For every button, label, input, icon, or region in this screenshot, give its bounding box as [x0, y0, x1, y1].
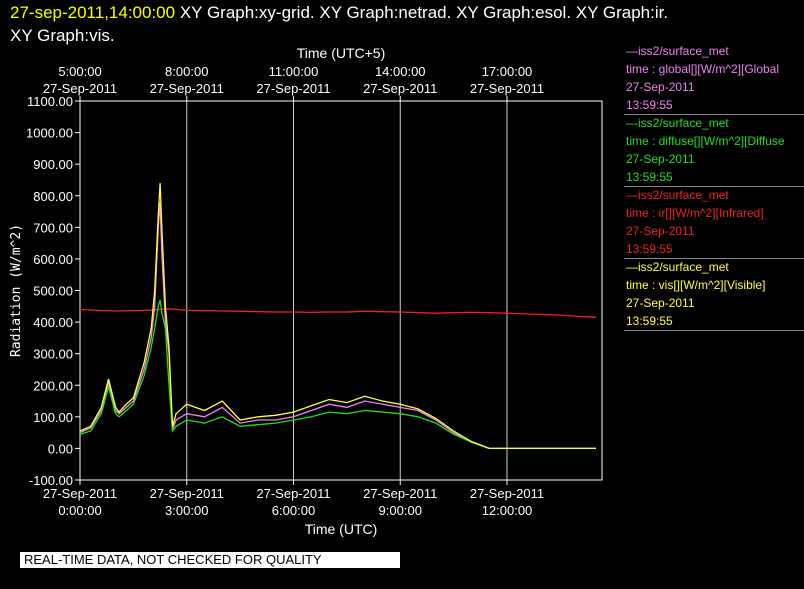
legend-field: time : global[][W/m^2][Global: [626, 62, 780, 76]
x-tick-date: 27-Sep-2011: [150, 486, 224, 501]
legend-separator: [624, 114, 804, 115]
x2-tick-time: 11:00:00: [269, 64, 319, 79]
legend-field: time : vis[][W/m^2][Visible]: [626, 278, 766, 292]
timestamp: 27-sep-2011,14:00:00: [10, 3, 176, 22]
x-tick-time: 9:00:00: [379, 503, 422, 518]
legend-time: 13:59:55: [626, 242, 673, 256]
x2-tick-time: 5:00:00: [58, 64, 101, 79]
legend-date: 27-Sep-2011: [626, 224, 695, 238]
plot-frame: [79, 100, 603, 481]
y-tick-label: 0.00: [48, 441, 73, 456]
graph-title-line-2: XY Graph:vis.: [10, 26, 115, 46]
x-tick-date: 27-Sep-2011: [470, 486, 544, 501]
y-tick-label: 800.00: [33, 189, 73, 204]
legend-date: 27-Sep-2011: [626, 296, 695, 310]
y-tick-label: 1100.00: [27, 94, 73, 109]
legend-time: 13:59:55: [626, 98, 673, 112]
legend-time: 13:59:55: [626, 170, 673, 184]
y-tick-label: 100.00: [33, 410, 73, 425]
y-tick-label: -100.00: [29, 473, 73, 488]
legend-separator: [624, 330, 804, 331]
x-tick-date: 27-Sep-2011: [363, 486, 437, 501]
legend-date: 27-Sep-2011: [626, 80, 695, 94]
legend-field: time : diffuse[][W/m^2][Diffuse: [626, 134, 785, 148]
y-tick-label: 200.00: [33, 378, 73, 393]
x-tick-time: 3:00:00: [165, 503, 208, 518]
x2-axis-label: Time (UTC+5): [297, 45, 386, 61]
quality-banner: REAL-TIME DATA, NOT CHECKED FOR QUALITY: [20, 552, 400, 568]
x-tick-time: 12:00:00: [482, 503, 533, 518]
legend-station: —iss2/surface_met: [626, 44, 729, 58]
y-tick-label: 400.00: [33, 315, 73, 330]
legend-time: 13:59:55: [626, 314, 673, 328]
x2-tick-time: 14:00:00: [375, 64, 426, 79]
x2-tick-date: 27-Sep-2011: [256, 81, 330, 96]
x-tick-time: 0:00:00: [58, 503, 101, 518]
graph-list-2: XY Graph:vis.: [10, 26, 115, 45]
legend-field: time : ir[][W/m^2][Infrared]: [626, 206, 764, 220]
legend-separator: [624, 186, 804, 187]
x-axis-label: Time (UTC): [305, 521, 378, 537]
y-tick-label: 500.00: [33, 284, 73, 299]
legend-station: —iss2/surface_met: [626, 188, 729, 202]
legend-station: —iss2/surface_met: [626, 116, 729, 130]
y-tick-label: 1000.00: [26, 126, 73, 141]
y-tick-label: 900.00: [33, 157, 73, 172]
x2-tick-date: 27-Sep-2011: [43, 81, 117, 96]
legend-date: 27-Sep-2011: [626, 152, 695, 166]
x2-tick-time: 17:00:00: [482, 64, 533, 79]
legend-station: —iss2/surface_met: [626, 260, 729, 274]
legend-separator: [624, 258, 804, 259]
graph-list: XY Graph:xy-grid. XY Graph:netrad. XY Gr…: [179, 3, 669, 22]
x2-tick-date: 27-Sep-2011: [150, 81, 224, 96]
series-line-diffuse: [79, 299, 596, 450]
y-axis-label: Radiation (W/m^2): [9, 224, 24, 357]
x-tick-date: 27-Sep-2011: [43, 486, 117, 501]
y-tick-label: 300.00: [33, 347, 73, 362]
y-tick-label: 600.00: [33, 252, 73, 267]
graph-title-line: 27-sep-2011,14:00:00 XY Graph:xy-grid. X…: [10, 3, 668, 23]
y-tick-label: 700.00: [33, 220, 73, 235]
x2-tick-time: 8:00:00: [165, 64, 208, 79]
x-tick-date: 27-Sep-2011: [256, 486, 330, 501]
x2-tick-date: 27-Sep-2011: [470, 81, 544, 96]
x2-tick-date: 27-Sep-2011: [363, 81, 437, 96]
series-line-vis: [79, 183, 596, 450]
x-tick-time: 6:00:00: [272, 503, 315, 518]
